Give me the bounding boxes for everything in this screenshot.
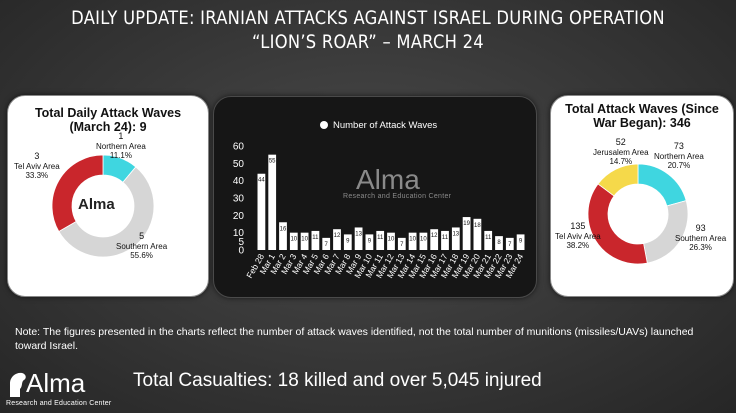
daily-waves-title-line1: Total Daily Attack Waves [34,106,182,120]
bar [365,234,374,250]
y-tick-label: 0 [238,246,244,257]
bar-value-label: 7 [400,242,404,248]
total-waves-title-line2: War Began): 346 [593,116,691,130]
bar [343,234,352,250]
bar-value-label: 19 [463,221,470,227]
watermark-subtitle: Research and Education Center [343,193,452,200]
bar [408,232,417,250]
daily-slice-tel-aviv-area [51,154,104,233]
daily-waves-title-line2: (March 24): 9 [69,120,147,134]
bar-value-label: 8 [497,240,501,246]
bar [268,154,277,250]
bar-chart-legend: Number of Attack Waves [320,120,437,131]
attack-waves-bar-panel: 0 5 10 20 30 40 50 60 44 Feb 28 55 Mar 1 16 Mar 2 10 Ma… [213,96,537,298]
lion-logo-icon [10,372,26,397]
total-label-tel-aviv: 135 Tel Aviv Area 38.2% [555,221,601,250]
bar [430,229,439,250]
brand-subtitle: Research and Education Center [6,400,112,407]
bar-value-label: 9 [346,238,350,244]
total-waves-donut [587,163,689,265]
methodology-note: Note: The figures presented in the chart… [15,326,694,352]
bar-value-label: 55 [269,159,276,165]
bar [289,232,298,250]
bar-value-label: 10 [290,237,297,243]
bar [354,227,363,250]
bar-value-label: 11 [442,235,449,241]
bar-value-label: 7 [508,242,512,248]
bar-value-label: 7 [325,242,329,248]
bar-value-label: 13 [452,231,459,237]
y-tick-label: 40 [233,176,245,187]
bar [257,173,266,250]
bar-value-label: 11 [377,235,384,241]
bar-value-label: 10 [301,237,308,243]
total-label-southern: 93 Southern Area 26.3% [675,223,727,252]
total-waves-panel: Total Attack Waves (Since War Began): 34… [550,95,734,297]
y-tick-label: 10 [233,228,245,239]
bar [322,237,331,250]
daily-slice-southern-area [58,166,155,258]
bar-value-label: 11 [485,235,492,241]
bar [279,222,287,250]
brand-name: Alma [26,368,86,398]
bar-value-label: 16 [280,226,287,232]
bar [495,236,503,250]
daily-label-southern: 5 Southern Area 55.6% [116,231,168,260]
legend-dot-icon [320,121,328,129]
bar [451,227,460,250]
bar [311,230,320,250]
bar-value-label: 10 [388,237,395,243]
bar-value-label: 12 [334,233,341,239]
total-waves-title-line1: Total Attack Waves (Since [565,102,719,116]
y-tick-label: 20 [233,211,245,222]
bar [387,232,395,250]
bar [505,237,514,250]
daily-label-northern: 1 Northern Area 11.1% [96,131,146,160]
bar [333,229,341,250]
y-tick-label: 60 [233,142,245,153]
total-slice-tel-aviv-area [587,183,648,265]
bar-value-label: 44 [258,178,265,184]
y-tick-label: 5 [238,237,244,248]
total-label-jerusalem: 52 Jerusalem Area 14.7% [593,137,649,166]
bar-value-label: 10 [420,237,427,243]
alma-logo: Alma Research and Education Center [6,369,126,413]
bar-value-label: 9 [368,238,372,244]
bar [516,234,525,250]
y-tick-label: 50 [233,159,245,170]
total-label-northern: 73 Northern Area 20.7% [654,141,704,170]
bar-value-label: 13 [355,231,362,237]
total-slice-jerusalem-area [597,163,639,197]
total-casualties: Total Casualties: 18 killed and over 5,0… [133,370,542,391]
y-tick-label: 30 [233,194,245,205]
bar [473,218,482,250]
watermark-name: Alma [356,164,420,195]
bar [441,230,449,250]
bar [462,217,471,250]
bar-value-label: 11 [312,235,319,241]
daily-label-tel-aviv: 3 Tel Aviv Area 33.3% [14,151,60,180]
daily-waves-panel: Total Daily Attack Waves (March 24): 9 1… [7,95,209,297]
daily-waves-donut [51,154,155,258]
bar-value-label: 18 [474,223,481,229]
bar [484,230,493,250]
bar [397,237,406,250]
bar-value-label: 10 [409,237,416,243]
bar [419,232,428,250]
bar-value-label: 12 [431,233,438,239]
bar-value-label: 9 [519,238,523,244]
bar [300,232,309,250]
page-title: DAILY UPDATE: IRANIAN ATTACKS AGAINST IS… [71,7,665,53]
bar [376,230,385,250]
daily-donut-logo: Alma [78,196,115,213]
